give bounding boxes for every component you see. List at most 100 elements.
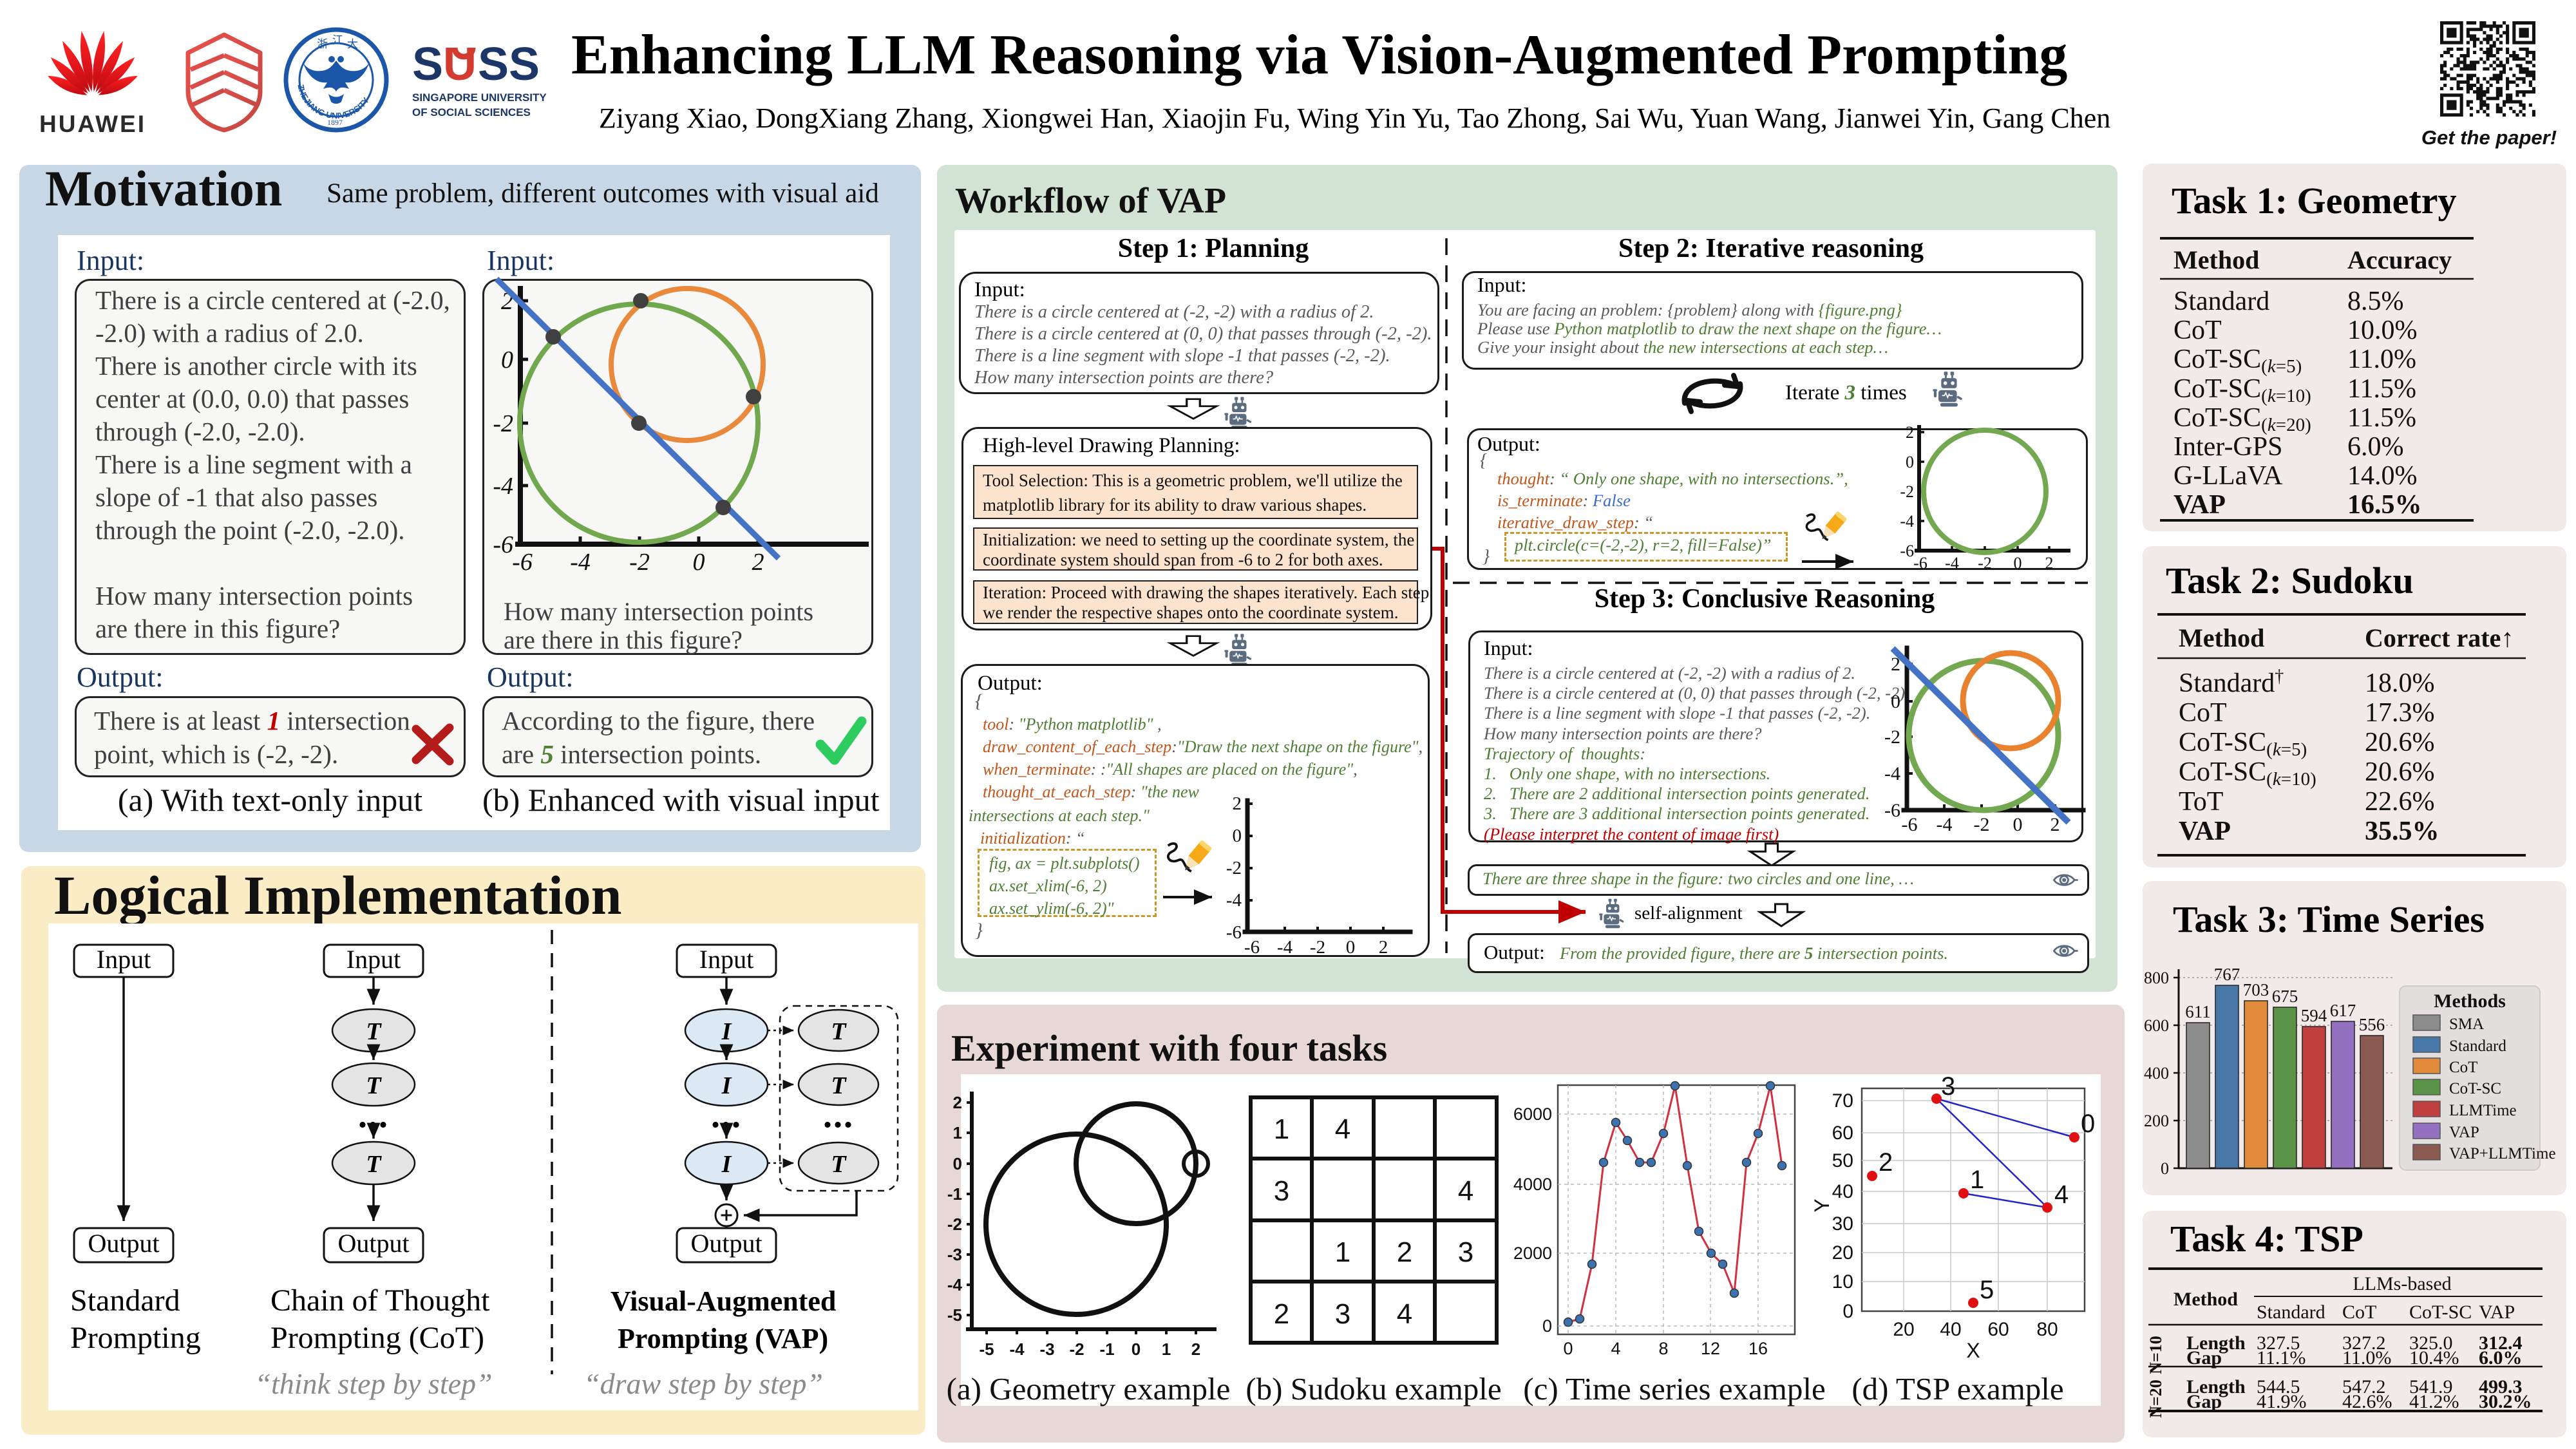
svg-text:30.2%: 30.2% — [2479, 1391, 2532, 1412]
svg-text:-6: -6 — [1884, 800, 1900, 821]
svg-text:Standard: Standard — [2257, 1302, 2325, 1323]
svg-text:Prompting (VAP): Prompting (VAP) — [618, 1323, 828, 1354]
svg-text:-4: -4 — [1945, 554, 1959, 573]
svg-text:41.9%: 41.9% — [2257, 1391, 2307, 1412]
svg-text:10: 10 — [1832, 1271, 1853, 1293]
svg-text:2000: 2000 — [1513, 1244, 1552, 1263]
svg-text:-5: -5 — [979, 1340, 994, 1359]
svg-text:T: T — [831, 1018, 847, 1045]
svg-text:2: 2 — [1891, 654, 1900, 675]
svg-text:-6: -6 — [493, 531, 513, 558]
svg-text:5: 5 — [1980, 1276, 1994, 1304]
svg-text:600: 600 — [2144, 1016, 2169, 1035]
svg-text:U: U — [443, 39, 477, 90]
svg-text:60: 60 — [1987, 1319, 2009, 1340]
svg-text:-2: -2 — [947, 1215, 962, 1234]
svg-text:2: 2 — [953, 1093, 962, 1112]
svg-text:Input: Input — [97, 945, 151, 974]
svg-text:-6: -6 — [1900, 542, 1914, 560]
svg-text:0: 0 — [953, 1154, 962, 1173]
svg-text:1: 1 — [1335, 1236, 1350, 1268]
svg-text:594: 594 — [2301, 1006, 2327, 1025]
svg-text:11.1%: 11.1% — [2257, 1347, 2306, 1368]
svg-text:“think step by step”: “think step by step” — [254, 1367, 492, 1400]
svg-text:4: 4 — [1458, 1175, 1473, 1207]
svg-text:Length: Length — [2186, 1376, 2246, 1397]
svg-text:675: 675 — [2272, 987, 2298, 1006]
svg-text:N=20: N=20 — [2146, 1379, 2165, 1418]
svg-text:Chain of Thought: Chain of Thought — [270, 1283, 490, 1318]
svg-text:547.2: 547.2 — [2342, 1376, 2386, 1397]
svg-text:12: 12 — [1701, 1339, 1720, 1358]
svg-text:I: I — [721, 1018, 732, 1045]
svg-text:Method: Method — [2174, 1289, 2238, 1310]
svg-text:3: 3 — [1274, 1175, 1289, 1207]
svg-text:-4: -4 — [1277, 937, 1293, 958]
svg-text:10.4%: 10.4% — [2409, 1347, 2459, 1368]
svg-text:...: ... — [823, 1095, 854, 1135]
svg-text:-2: -2 — [629, 549, 650, 576]
svg-text:-1: -1 — [947, 1184, 962, 1204]
svg-text:T: T — [366, 1072, 382, 1099]
svg-text:大: 大 — [347, 38, 358, 50]
svg-text:0: 0 — [2081, 1110, 2095, 1138]
svg-text:4: 4 — [2054, 1180, 2069, 1209]
svg-text:-3: -3 — [947, 1245, 962, 1264]
svg-text:I: I — [721, 1072, 732, 1099]
svg-text:3: 3 — [1458, 1236, 1473, 1268]
svg-text:-6: -6 — [1913, 554, 1927, 573]
svg-text:0: 0 — [1233, 826, 1242, 846]
svg-text:16: 16 — [1748, 1339, 1768, 1358]
svg-text:-2: -2 — [1310, 937, 1325, 958]
svg-text:Gap: Gap — [2186, 1347, 2222, 1368]
svg-text:327.5: 327.5 — [2257, 1332, 2300, 1354]
svg-text:767: 767 — [2214, 965, 2240, 984]
svg-text:VAP+LLMTime: VAP+LLMTime — [2449, 1145, 2556, 1162]
svg-text:800: 800 — [2144, 969, 2169, 987]
svg-text:N=10: N=10 — [2146, 1336, 2165, 1374]
svg-text:X: X — [1966, 1339, 1980, 1362]
svg-text:0: 0 — [693, 549, 705, 576]
svg-text:3: 3 — [1335, 1298, 1350, 1330]
svg-text:Prompting (CoT): Prompting (CoT) — [270, 1321, 484, 1355]
svg-text:400: 400 — [2144, 1064, 2169, 1083]
svg-text:-5: -5 — [947, 1305, 962, 1325]
svg-text:-4: -4 — [493, 473, 513, 500]
svg-text:2: 2 — [1379, 937, 1388, 958]
svg-text:-4: -4 — [570, 549, 591, 576]
svg-text:0: 0 — [1132, 1340, 1141, 1359]
svg-text:T: T — [831, 1072, 847, 1099]
svg-text:80: 80 — [2036, 1319, 2058, 1340]
svg-text:HUAWEI: HUAWEI — [39, 111, 146, 137]
svg-text:-2: -2 — [1900, 482, 1914, 501]
svg-text:30: 30 — [1832, 1213, 1853, 1235]
svg-text:Output: Output — [690, 1229, 762, 1258]
svg-text:Standard: Standard — [70, 1283, 180, 1318]
svg-text:-2: -2 — [1884, 726, 1900, 748]
svg-text:SMA: SMA — [2449, 1016, 2484, 1033]
svg-text:2: 2 — [752, 549, 764, 576]
svg-text:0: 0 — [1842, 1301, 1853, 1322]
svg-text:VAP: VAP — [2479, 1302, 2515, 1323]
svg-text:1: 1 — [953, 1123, 962, 1142]
svg-text:Standard: Standard — [2449, 1037, 2506, 1055]
svg-text:60: 60 — [1832, 1122, 1853, 1144]
svg-text:Y: Y — [1810, 1198, 1833, 1212]
svg-text:0: 0 — [1906, 453, 1914, 471]
svg-text:327.2: 327.2 — [2342, 1332, 2386, 1354]
svg-text:T: T — [366, 1151, 382, 1178]
svg-text:-1: -1 — [1099, 1340, 1114, 1359]
svg-text:50: 50 — [1832, 1150, 1853, 1171]
svg-text:0: 0 — [2013, 814, 2023, 835]
svg-text:Length: Length — [2186, 1332, 2246, 1354]
svg-text:499.3: 499.3 — [2479, 1376, 2523, 1397]
svg-text:Input: Input — [346, 945, 401, 974]
svg-text:541.9: 541.9 — [2409, 1376, 2453, 1397]
svg-text:325.0: 325.0 — [2409, 1332, 2453, 1354]
svg-text:2: 2 — [1274, 1298, 1289, 1330]
svg-text:-4: -4 — [947, 1275, 963, 1294]
svg-text:0: 0 — [2161, 1159, 2169, 1178]
svg-text:Output: Output — [337, 1229, 409, 1258]
svg-text:-4: -4 — [1009, 1340, 1025, 1359]
svg-text:2: 2 — [1233, 793, 1242, 814]
